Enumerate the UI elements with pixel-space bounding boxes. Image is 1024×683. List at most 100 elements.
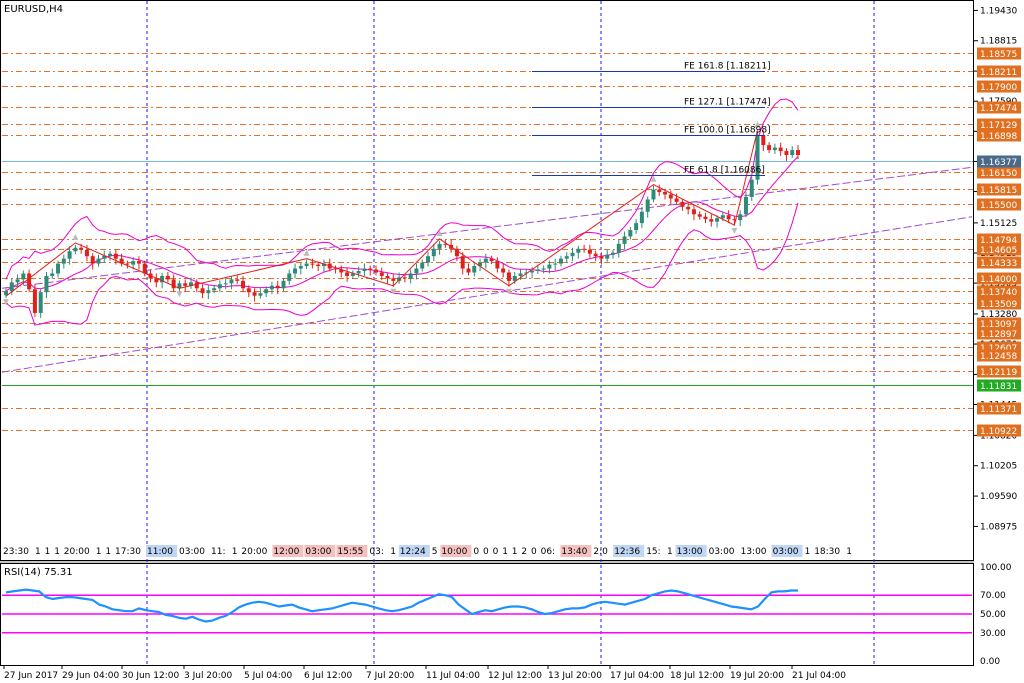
candle-body [512,275,517,281]
timeline-label: 1 [232,547,238,557]
candle-body [241,280,246,289]
candle-body [738,214,743,221]
candle-body [108,253,113,256]
main-chart-frame [0,0,974,561]
candle-body [501,268,506,273]
candle-body [385,275,390,279]
level-price-tag-text: 1.12458 [980,352,1017,362]
candle-body [506,272,511,281]
channel-lower-line [1,216,973,373]
timeline-label: 1 [512,547,518,557]
price-tick-label: 1.18815 [980,37,1017,47]
candle-body [663,192,668,195]
fibo-expansion-label: FE 100.0 [1.16898] [684,126,771,136]
candle-body [21,273,26,280]
candle-body [767,145,772,151]
timeline-label: 1 [390,547,396,557]
level-price-tag [977,166,1021,179]
candle-body [345,272,350,276]
candle-body [61,258,66,264]
candle-body [56,263,61,274]
candle-body [246,288,251,293]
candle-body [605,254,610,259]
timeline-label: 1 [667,547,673,557]
candle-body [402,277,407,279]
timeline-label: 03:00 [709,547,735,557]
date-label: 19 Jul 20:00 [730,671,784,681]
candle-body [171,279,176,289]
candle-body [720,215,725,219]
candle-body [79,247,84,250]
candle-body [657,189,662,193]
candle-body [15,279,20,283]
candle-body [674,198,679,202]
candle-body [634,223,639,231]
candle-body [564,256,569,259]
level-price-tag [977,129,1021,142]
candle-body [160,275,165,283]
timeline-label: 1 [805,547,811,557]
candle-body [217,284,222,289]
timeline-label: 1 [502,547,508,557]
timeline-label: 03:00 [773,547,799,557]
candle-body [443,243,448,245]
level-price-tag-text: 1.14605 [980,246,1017,256]
level-price-tag-text: 1.14794 [980,236,1017,246]
candle-body [703,216,708,220]
timeline-label: 15: [646,547,660,557]
candle-body [391,278,396,281]
candle-body [460,256,465,269]
date-label: 27 Jun 2017 [4,671,58,681]
candle-body [622,236,627,244]
timeline-label: 13:40 [561,547,587,557]
candle-body [316,264,321,267]
level-price-tag [977,317,1021,330]
candle-body [547,264,552,269]
candle-body [119,258,124,264]
level-price-tag [977,256,1021,269]
candle-body [252,292,257,296]
fractal-up-marker [754,121,761,128]
candle-body [304,263,309,267]
timeline-label: 1 [35,547,41,557]
candle-body [287,273,292,281]
current-price-tag [977,155,1021,168]
candle-body [755,135,760,180]
candle-body [599,256,604,259]
timeline-label: 1 [105,547,111,557]
level-price-tag-text: 1.17900 [980,83,1017,93]
candle-body [478,262,483,267]
level-price-tag-text: 1.16898 [980,132,1017,142]
candle-body [102,255,107,259]
candle-body [212,288,217,291]
candle-body [379,272,384,276]
candle-body [414,268,419,274]
candle-body [709,219,714,222]
candle-body [472,266,477,273]
timeline-highlight [675,545,707,557]
candle-body [269,285,274,290]
date-label: 3 Jul 20:00 [184,671,233,681]
timeline-label: 23:30 [3,547,29,557]
candle-body [570,252,575,257]
candle-body [264,289,269,294]
candle-body [50,273,55,276]
symbol-label: EURUSD,H4 [4,4,63,15]
candle-body [761,135,766,146]
candle-body [691,209,696,215]
level-price-tag-text: 1.10922 [980,427,1017,437]
candle-body [576,248,581,253]
level-price-tag-text: 1.13097 [980,320,1017,330]
level-price-tag [977,243,1021,256]
green-level-tag [977,379,1021,392]
candle-body [373,269,378,273]
candle-body [229,279,234,284]
candle-body [350,273,355,276]
level-price-tag-text: 1.14333 [980,259,1017,269]
level-price-tag [977,198,1021,211]
timeline-label: 20:00 [64,547,90,557]
timeline-label: 11: [211,547,225,557]
candle-body [96,258,101,264]
candle-body [154,278,159,283]
